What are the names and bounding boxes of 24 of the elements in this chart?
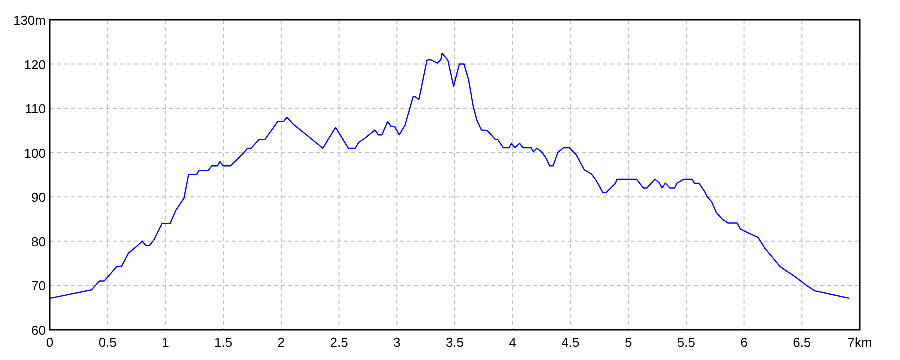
x-tick-label: 5.5 xyxy=(677,335,696,350)
x-tick-label: 7km xyxy=(848,335,872,350)
x-tick-label: 5 xyxy=(624,335,632,350)
y-tick-label: 80 xyxy=(32,234,46,250)
x-tick-label: 4 xyxy=(509,335,516,350)
y-tick-label: 70 xyxy=(32,278,46,294)
x-tick-label: 1.5 xyxy=(214,335,233,350)
y-tick-label: 120 xyxy=(24,57,46,72)
x-tick-label: 3 xyxy=(394,335,401,350)
x-tick-label: 6.5 xyxy=(793,335,812,350)
x-tick-label: 2 xyxy=(278,335,286,350)
x-tick-label: 6 xyxy=(740,335,748,350)
x-tick-label: 3.5 xyxy=(446,335,464,350)
y-tick-label: 130m xyxy=(13,13,46,28)
y-tick-label: 100 xyxy=(24,146,46,161)
x-tick-label: 4.5 xyxy=(562,335,580,350)
x-tick-label: 0.5 xyxy=(98,335,117,350)
y-tick-label: 110 xyxy=(25,102,46,117)
x-tick-label: 2.5 xyxy=(330,335,348,350)
line-series xyxy=(49,53,850,300)
y-tick-label: 90 xyxy=(32,190,46,206)
x-tick-label: 0 xyxy=(46,335,54,350)
x-tick-label: 1 xyxy=(162,335,170,350)
y-tick-label: 60 xyxy=(32,323,46,338)
